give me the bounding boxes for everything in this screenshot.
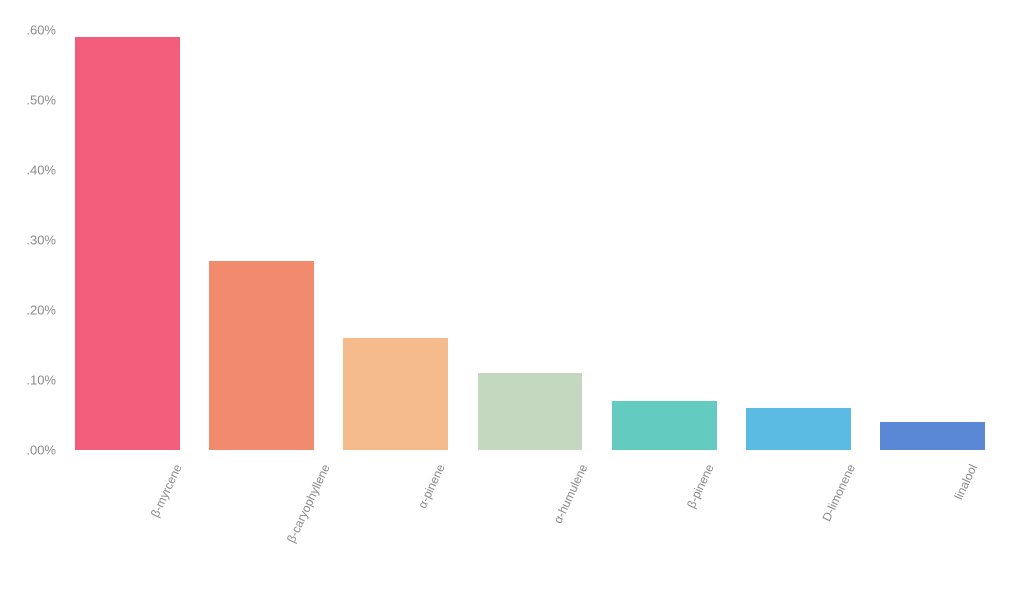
plot-area: .00% .10% .20% .30% .40% .50% .60% β-myr… [60,30,1000,450]
x-label: β-myrcene [148,462,185,520]
y-tick: .20% [8,303,56,318]
x-label: α-humulene [551,462,591,526]
bar-caryophyllene [209,261,314,450]
x-label: linalool [952,462,980,502]
x-label: α-pinene [415,462,448,510]
bar-slot [866,30,1000,450]
x-label: β-pinene [684,462,717,510]
bar-slot [463,30,597,450]
x-label: β-caryophyllene [284,462,333,545]
bar-slot [194,30,328,450]
y-tick: .50% [8,93,56,108]
x-label: D-limonene [819,462,858,524]
y-tick: .00% [8,443,56,458]
x-labels: β-myrcene β-caryophyllene α-pinene α-hum… [60,450,1000,474]
y-tick-label: .00% [26,443,56,458]
y-tick: .40% [8,163,56,178]
y-tick: .10% [8,373,56,388]
bar-linalool [880,422,985,450]
bar-slot [731,30,865,450]
y-tick: .60% [8,23,56,38]
y-tick-label: .30% [26,233,56,248]
y-tick-label: .20% [26,303,56,318]
bar-alpha-pinene [343,338,448,450]
y-tick-label: .40% [26,163,56,178]
bar-slot [60,30,194,450]
y-tick: .30% [8,233,56,248]
y-tick-label: .50% [26,93,56,108]
bar-slot [597,30,731,450]
bar-myrcene [75,37,180,450]
y-tick-label: .10% [26,373,56,388]
bar-limonene [746,408,851,450]
bar-humulene [478,373,583,450]
y-tick-label: .60% [26,23,56,38]
bars-container [60,30,1000,450]
bar-beta-pinene [612,401,717,450]
terpene-bar-chart: .00% .10% .20% .30% .40% .50% .60% β-myr… [60,30,1000,560]
bar-slot [329,30,463,450]
